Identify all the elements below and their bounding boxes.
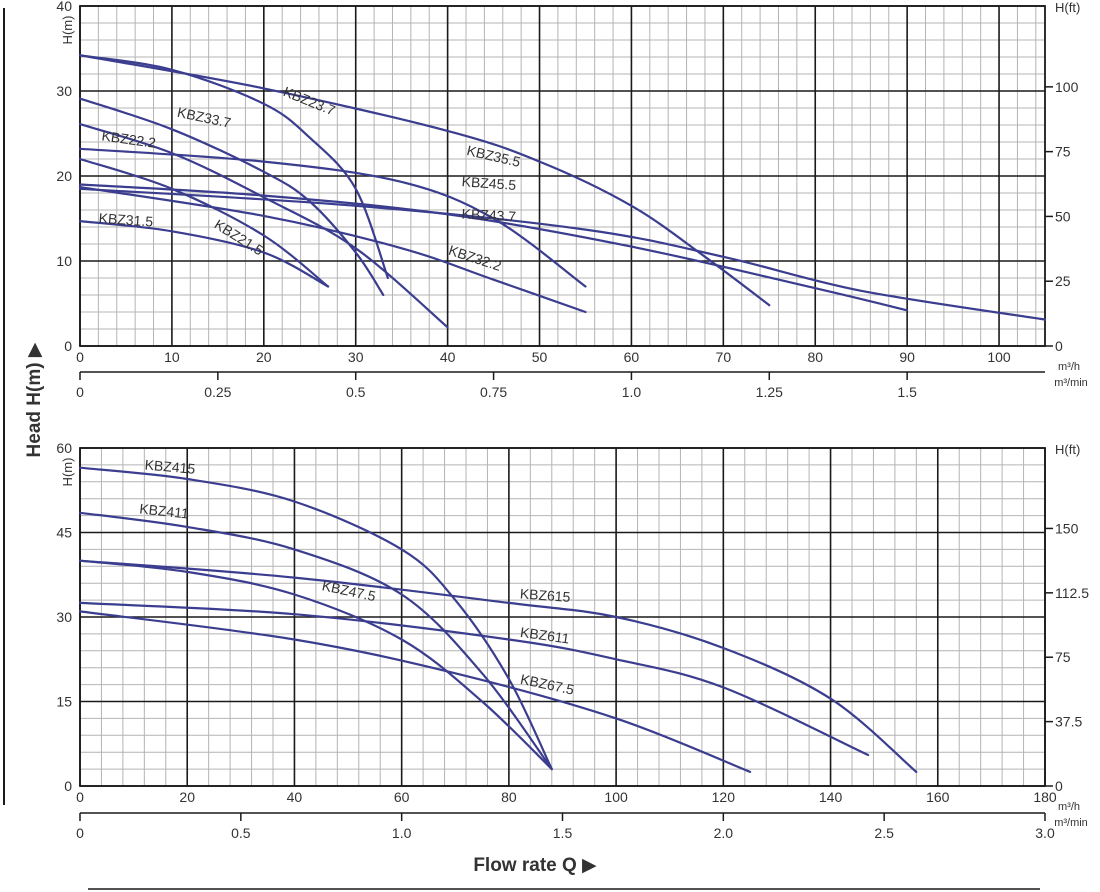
min-tick-label: 0.25 <box>204 384 231 400</box>
curve-kbz21-5 <box>78 157 330 288</box>
ft-tick-label: 0 <box>1055 338 1063 354</box>
ft-tick-label: 150 <box>1055 520 1079 536</box>
curve-kbz35-5 <box>78 54 771 307</box>
curve-kbz415 <box>78 466 553 771</box>
y-axis-title: Head H(m) ▶ <box>24 342 45 457</box>
x-tick-label: 100 <box>604 789 628 805</box>
curve-kbz67-5 <box>78 610 752 773</box>
y-tick-label: 10 <box>56 253 72 269</box>
chart-top: 0 10 20 30 40 H(m) H(ft) 0 25 50 75 100 0 10 20 30 40 50 6… <box>56 0 1087 400</box>
x-tick-label: 10 <box>164 349 180 365</box>
curve-kbz23-7 <box>78 54 389 280</box>
x-unit-label-1: m³/h <box>1058 361 1080 373</box>
x-tick-label: 60 <box>624 349 640 365</box>
plot-frame <box>79 447 1046 787</box>
ft-tick-label: 0 <box>1055 778 1063 794</box>
x-tick-label: 100 <box>987 349 1011 365</box>
x-tick-label: 90 <box>899 349 915 365</box>
y-tick-label: 20 <box>56 168 72 184</box>
ft-tick-label: 37.5 <box>1055 714 1082 730</box>
chart-bottom: 0 15 30 45 60 H(m) H(ft) 0 37.5 75 112.5 150 0 20 40 60… <box>56 440 1089 841</box>
curve-kbz411 <box>78 511 553 771</box>
curve-label: KBZ43.7 <box>461 206 516 225</box>
y-tick-label: 60 <box>56 440 72 456</box>
curve-kbz47-5 <box>78 559 553 771</box>
curve-label: KBZ45.5 <box>461 173 517 193</box>
curve-label: KBZ615 <box>519 585 571 605</box>
y-tick-label: 30 <box>56 83 72 99</box>
x-tick-label: 80 <box>501 789 517 805</box>
x-tick-label: 180 <box>1033 789 1057 805</box>
min-tick-label: 0 <box>76 825 84 841</box>
min-tick-label: 0.5 <box>346 384 366 400</box>
x-tick-label: 40 <box>440 349 456 365</box>
x-tick-label: 70 <box>716 349 732 365</box>
curve-kbz611 <box>78 601 870 757</box>
min-tick-label: 1.0 <box>392 825 412 841</box>
y-axis-label-right: H(ft) <box>1055 442 1080 457</box>
curve-label: KBZ415 <box>144 456 196 476</box>
y-tick-label: 0 <box>64 338 72 354</box>
curve-kbz35-5-high-flow- <box>78 187 1047 321</box>
curve-kbz43-7 <box>78 183 909 312</box>
curve-kbz32-2 <box>78 186 587 314</box>
x-tick-label: 0 <box>76 349 84 365</box>
curve-kbz31-5 <box>78 220 330 288</box>
x-tick-label: 60 <box>394 789 410 805</box>
y-tick-label: 0 <box>64 778 72 794</box>
x-tick-label: 20 <box>179 789 195 805</box>
min-tick-label: 2.0 <box>714 825 734 841</box>
ft-tick-label: 50 <box>1055 208 1071 224</box>
min-tick-label: 1.25 <box>756 384 783 400</box>
plot-frame <box>79 5 1046 347</box>
curve-label: KBZ411 <box>139 500 190 521</box>
ft-tick-label: 25 <box>1055 273 1071 289</box>
ft-tick-label: 75 <box>1055 649 1071 665</box>
curve-label: KBZ23.7 <box>281 83 338 118</box>
curve-kbz45-5 <box>78 147 587 288</box>
min-tick-label: 1.0 <box>622 384 642 400</box>
curve-kbz615 <box>78 559 918 773</box>
ft-tick-label: 75 <box>1055 144 1071 160</box>
x-tick-label: 0 <box>76 789 84 805</box>
y-tick-label: 15 <box>56 694 72 710</box>
ft-tick-label: 100 <box>1055 79 1079 95</box>
x-tick-label: 140 <box>819 789 843 805</box>
min-tick-label: 2.5 <box>874 825 894 841</box>
x-tick-label: 50 <box>532 349 548 365</box>
curve-label: KBZ22.2 <box>101 127 157 150</box>
y-tick-label: 45 <box>56 525 72 541</box>
curve-kbz22-2 <box>78 123 449 329</box>
x-unit-label-1: m³/h <box>1058 801 1080 813</box>
curve-label: KBZ32.2 <box>447 242 504 274</box>
curve-label: KBZ35.5 <box>465 142 522 170</box>
x-tick-label: 20 <box>256 349 272 365</box>
x-tick-label: 30 <box>348 349 364 365</box>
min-tick-label: 1.5 <box>553 825 573 841</box>
curve-label: KBZ67.5 <box>519 671 576 698</box>
x-tick-label: 120 <box>712 789 736 805</box>
y-axis-label-right: H(ft) <box>1055 0 1080 15</box>
min-tick-label: 0.5 <box>231 825 251 841</box>
y-axis-label-left: H(m) <box>60 16 75 45</box>
x-unit-label-2: m³/min <box>1054 377 1088 389</box>
x-tick-label: 160 <box>926 789 950 805</box>
x-tick-label: 80 <box>807 349 823 365</box>
x-unit-label-2: m³/min <box>1054 817 1088 829</box>
y-tick-label: 30 <box>56 609 72 625</box>
min-tick-label: 0 <box>76 384 84 400</box>
curve-kbz33-7 <box>78 97 385 297</box>
y-tick-label: 40 <box>56 0 72 14</box>
curve-label: KBZ611 <box>519 624 571 647</box>
curve-label: KBZ31.5 <box>98 210 154 230</box>
x-axis-title: Flow rate Q ▶ <box>473 855 597 876</box>
x-tick-label: 40 <box>287 789 303 805</box>
min-tick-label: 0.75 <box>480 384 507 400</box>
min-tick-label: 1.5 <box>897 384 917 400</box>
ft-tick-label: 112.5 <box>1055 585 1089 601</box>
min-tick-label: 3.0 <box>1035 825 1055 841</box>
y-axis-label-left: H(m) <box>60 458 75 487</box>
curve-label: KBZ21.5 <box>212 216 267 259</box>
